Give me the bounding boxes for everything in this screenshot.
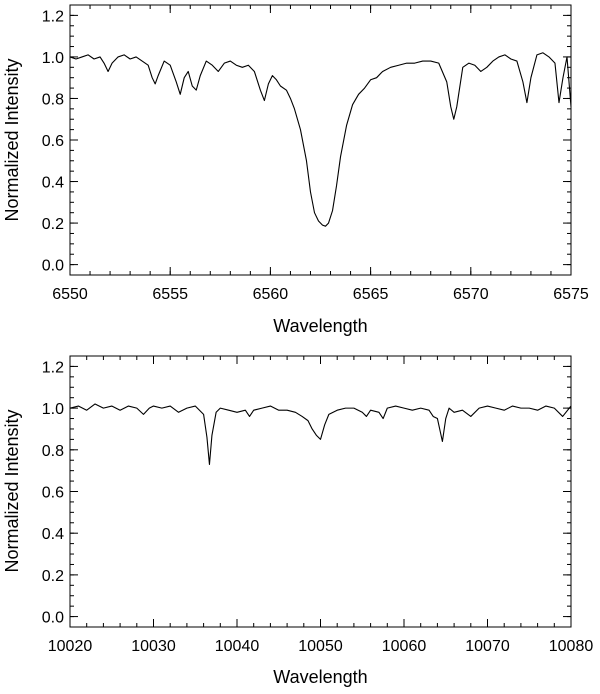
y-tick-label: 0.4 (42, 175, 64, 192)
spectrum-line (69, 52, 572, 227)
y-axis-label: Normalized Intensity (2, 58, 22, 221)
x-tick-label: 10060 (382, 638, 427, 655)
plot-frame (69, 355, 572, 628)
spectrum-line (69, 403, 572, 465)
y-tick-label: 0.6 (42, 133, 64, 150)
x-tick-label: 6555 (152, 286, 188, 303)
y-axis-label: Normalized Intensity (2, 409, 22, 572)
y-tick-label: 0.0 (42, 610, 64, 627)
y-tick-label: 1.2 (42, 359, 64, 376)
x-tick-label: 6565 (353, 286, 389, 303)
x-tick-label: 6560 (253, 286, 289, 303)
y-tick-label: 1.2 (42, 8, 64, 25)
y-tick-label: 0.8 (42, 91, 64, 108)
x-tick-label: 10080 (549, 638, 594, 655)
y-tick-label: 0.2 (42, 216, 64, 233)
x-tick-label: 10030 (131, 638, 176, 655)
chart-bottom-nir: 10020 10030 10040 10050 10060 10070 10080 0.0 0.… (2, 355, 594, 687)
y-tick-label: 0.6 (42, 485, 64, 502)
x-tick-label: 10040 (215, 638, 260, 655)
x-tick-label: 6570 (453, 286, 489, 303)
x-axis-label: Wavelength (273, 667, 367, 687)
y-tick-label: 1.0 (42, 401, 64, 418)
y-tick-label: 0.4 (42, 526, 64, 543)
y-tick-label: 0.2 (42, 568, 64, 585)
x-axis-label: Wavelength (273, 316, 367, 336)
x-tick-label: 10020 (48, 638, 93, 655)
y-tick-label: 0.8 (42, 443, 64, 460)
x-tick-label: 10070 (465, 638, 510, 655)
x-tick-label: 6550 (52, 286, 88, 303)
chart-top-halpha: 6550 6555 6560 6565 6570 6575 0.0 0.2 0.4 0.6 0.8 1… (2, 4, 589, 336)
x-tick-label: 10050 (298, 638, 343, 655)
y-tick-label: 1.0 (42, 50, 64, 67)
plot-frame (69, 4, 572, 276)
x-tick-label: 6575 (553, 286, 589, 303)
y-tick-label: 0.0 (42, 258, 64, 275)
